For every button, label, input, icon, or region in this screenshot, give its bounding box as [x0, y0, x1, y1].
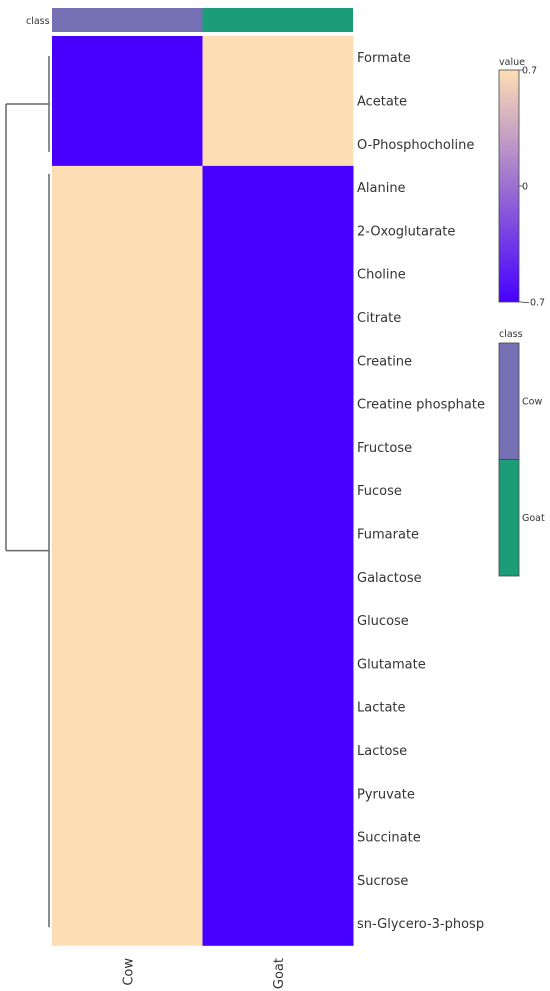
heatmap-cell	[52, 79, 203, 124]
class-legend-swatch-cow	[498, 342, 520, 460]
value-legend-title: value	[499, 57, 525, 68]
heatmap-cell	[52, 555, 203, 600]
heatmap-cell	[202, 772, 354, 816]
heatmap-cell	[52, 598, 203, 643]
heatmap-cell	[52, 382, 203, 427]
row-label: Glutamate	[357, 657, 426, 672]
class-legend: Cow Goat	[498, 342, 545, 577]
value-legend-ticks: 0.7 0 −0.7	[519, 66, 545, 309]
heatmap-cell	[202, 209, 354, 253]
row-labels: Formate Acetate O-Phosphocholine Alanine 2-O…	[357, 51, 485, 932]
column-label: Goat	[272, 958, 287, 989]
heatmap-cell	[202, 339, 354, 383]
value-colorbar	[498, 69, 520, 303]
row-label: sn-Glycero-3-phosp	[357, 917, 484, 932]
heatmap-cell	[52, 122, 203, 167]
row-label: Fucose	[357, 484, 402, 499]
value-tick-label: 0	[522, 182, 528, 193]
heatmap-cell	[202, 36, 354, 80]
class-annotation-bar	[52, 8, 353, 32]
row-label: Pyruvate	[357, 787, 415, 802]
class-legend-label: Goat	[522, 513, 545, 524]
class-legend-title: class	[499, 329, 523, 340]
class-bar-cow	[52, 8, 203, 32]
heatmap-cell	[52, 295, 203, 340]
value-tick-label: 0.7	[522, 66, 537, 77]
heatmap-cell	[202, 512, 354, 557]
heatmap-cell	[52, 339, 203, 383]
heatmap-cell	[52, 902, 203, 946]
heatmap-cell	[52, 815, 203, 860]
heatmap-cell	[202, 598, 354, 643]
heatmap-cell	[52, 469, 203, 513]
row-label: Lactose	[357, 744, 407, 759]
heatmap-cell	[202, 902, 354, 946]
heatmap-cell	[52, 209, 203, 253]
row-label: Acetate	[357, 94, 407, 109]
value-tick-label: −0.7	[522, 298, 545, 309]
heatmap-cell	[52, 685, 203, 730]
heatmap-cell	[202, 858, 354, 903]
row-label: Creatine	[357, 354, 412, 369]
heatmap-cell	[202, 425, 354, 470]
heatmap-cell	[202, 815, 354, 860]
row-label: Choline	[357, 268, 406, 283]
row-label: O-Phosphocholine	[357, 138, 474, 153]
column-label: Cow	[121, 958, 136, 986]
heatmap-cell	[202, 685, 354, 730]
row-label: Alanine	[357, 181, 406, 196]
heatmap-cell	[52, 858, 203, 903]
heatmap-cell	[202, 555, 354, 600]
heatmap-cell	[52, 728, 203, 773]
row-label: Lactate	[357, 701, 406, 716]
heatmap-cell	[202, 165, 354, 210]
heatmap-cell	[52, 252, 203, 297]
column-labels: Cow Goat	[121, 958, 287, 989]
heatmap-cell	[52, 36, 203, 80]
class-bar-label: class	[26, 16, 50, 27]
heatmap-cell	[202, 122, 354, 167]
heatmap-cell	[202, 79, 354, 124]
row-label: Fructose	[357, 441, 412, 456]
class-bar-goat	[202, 8, 353, 32]
heatmap-cell	[52, 425, 203, 470]
row-label: 2-Oxoglutarate	[357, 224, 455, 239]
row-label: Fumarate	[357, 527, 419, 542]
heatmap-cell	[202, 252, 354, 297]
row-label: Citrate	[357, 311, 401, 326]
row-label: Succinate	[357, 831, 421, 846]
row-label: Galactose	[357, 571, 422, 586]
row-label: Sucrose	[357, 874, 408, 889]
heatmap-cell	[202, 295, 354, 340]
heatmap-cell	[202, 728, 354, 773]
heatmap-cell	[52, 772, 203, 816]
heatmap-cell	[52, 642, 203, 686]
heatmap-cell	[52, 165, 203, 210]
heatmap-cells	[52, 36, 354, 946]
heatmap-cell	[202, 642, 354, 686]
class-legend-label: Cow	[522, 396, 542, 407]
row-label: Glucose	[357, 614, 409, 629]
row-label: Creatine phosphate	[357, 398, 485, 413]
row-dendrogram	[5, 56, 50, 928]
class-legend-swatch-goat	[498, 459, 520, 577]
heatmap-cell	[202, 382, 354, 427]
row-label: Formate	[357, 51, 411, 66]
heatmap-cell	[202, 469, 354, 513]
heatmap-cell	[52, 512, 203, 557]
